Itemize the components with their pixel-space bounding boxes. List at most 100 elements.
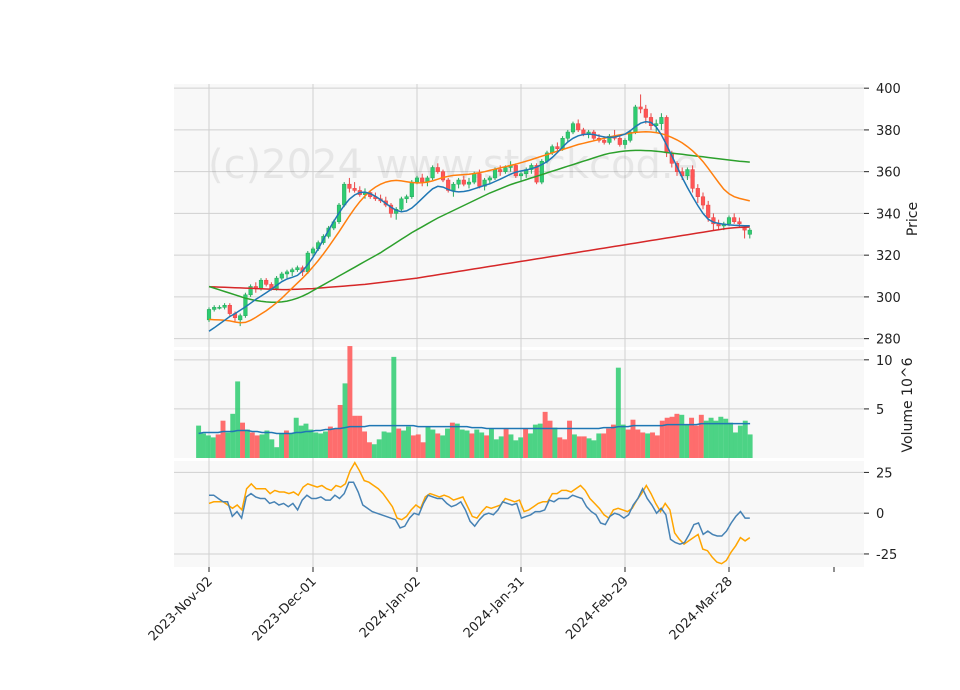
- volume-bar: [235, 381, 241, 458]
- volume-bar: [664, 417, 670, 458]
- volume-bar: [557, 437, 563, 458]
- volume-bar: [332, 428, 338, 458]
- volume-bar: [513, 440, 519, 458]
- volume-bar: [576, 436, 582, 458]
- candle-body: [607, 135, 612, 143]
- x-tick-label: 2024-Feb-29: [563, 574, 632, 643]
- candle-body: [227, 305, 232, 314]
- candle-body: [342, 183, 347, 206]
- candle-body: [685, 169, 690, 177]
- x-tick-label: 2023-Dec-01: [250, 574, 320, 644]
- candle-body: [492, 169, 498, 179]
- volume-bar: [684, 424, 690, 458]
- candle-body: [622, 140, 628, 145]
- volume-bar: [547, 420, 553, 458]
- volume-bar: [396, 428, 402, 458]
- volume-y-tick-label: 5: [876, 403, 884, 418]
- volume-bar: [679, 414, 685, 458]
- volume-bar: [562, 439, 568, 458]
- volume-bar: [635, 429, 641, 458]
- volume-bar: [693, 425, 699, 458]
- candle-body: [290, 269, 295, 273]
- volume-bar: [259, 434, 265, 458]
- moving-average-long-line: [208, 226, 750, 291]
- candle-body: [295, 267, 300, 271]
- volume-bar: [689, 417, 695, 458]
- volume-bar: [210, 437, 216, 458]
- volume-y-tick-label: 10: [876, 354, 893, 369]
- volume-bar: [552, 427, 558, 458]
- candle-body: [576, 123, 581, 131]
- volume-bar: [371, 444, 377, 458]
- volume-bar: [659, 420, 665, 458]
- candle-body: [451, 183, 456, 191]
- volume-bar: [698, 414, 704, 458]
- volume-bar: [254, 435, 260, 458]
- candle-body: [570, 123, 576, 133]
- candle-body: [420, 177, 425, 183]
- candle-body: [534, 165, 539, 183]
- candle-body: [690, 169, 695, 189]
- candle-body: [628, 131, 633, 141]
- volume-bar: [718, 416, 724, 458]
- volume-bar: [586, 438, 592, 458]
- candle-body: [700, 196, 706, 206]
- price-y-tick-label: 280: [876, 333, 901, 348]
- candle-body: [747, 229, 752, 235]
- volume-bar: [386, 432, 392, 458]
- candle-body: [518, 173, 524, 177]
- volume-bar: [366, 442, 372, 458]
- volume-bar: [669, 416, 675, 458]
- volume-bar: [610, 424, 616, 458]
- volume-bar: [591, 440, 597, 458]
- candle-body: [284, 271, 290, 275]
- oscillator-main-line: [209, 481, 750, 545]
- candle-body: [217, 307, 222, 309]
- volume-bar: [493, 439, 499, 458]
- volume-bar: [518, 437, 524, 458]
- volume-bar: [523, 428, 529, 458]
- volume-axis-label: Volume 10^6: [900, 357, 916, 452]
- candle-body: [238, 315, 243, 321]
- candle-body: [565, 131, 570, 139]
- price-panel-bg: [174, 84, 864, 347]
- volume-bar: [571, 434, 577, 458]
- price-y-tick-label: 320: [876, 249, 901, 264]
- volume-bar: [430, 429, 436, 458]
- volume-bar: [401, 430, 407, 458]
- candle-body: [498, 169, 503, 172]
- volume-plot: [196, 346, 753, 458]
- volume-bar: [415, 434, 421, 458]
- candle-body: [446, 179, 451, 191]
- candle-body: [409, 181, 414, 197]
- candle-body: [732, 217, 737, 223]
- candle-body: [440, 171, 446, 181]
- volume-bar: [733, 432, 738, 458]
- volume-bar: [484, 435, 490, 458]
- volume-bar: [410, 435, 416, 458]
- volume-bar: [337, 404, 343, 458]
- volume-bar: [503, 428, 509, 458]
- candle-body: [388, 204, 394, 214]
- candle-body: [456, 179, 461, 185]
- volume-bar: [293, 417, 299, 458]
- volume-bar: [703, 420, 709, 458]
- volume-bar: [606, 428, 612, 458]
- volume-bar: [327, 426, 333, 458]
- osc-y-tick-label: 0: [876, 507, 884, 522]
- volume-bar: [640, 432, 646, 458]
- volume-bar: [728, 422, 734, 458]
- volume-bar: [196, 425, 202, 458]
- volume-bar: [464, 430, 470, 458]
- volume-bar: [244, 429, 250, 458]
- volume-bar: [474, 429, 480, 458]
- volume-bar: [220, 420, 226, 458]
- volume-bar: [454, 423, 460, 458]
- volume-bar: [645, 433, 651, 458]
- volume-bar: [283, 430, 289, 458]
- volume-bar: [650, 432, 655, 458]
- candle-body: [706, 204, 711, 218]
- candle-body: [347, 183, 352, 189]
- volume-bar: [620, 424, 626, 458]
- volume-bar: [313, 432, 319, 458]
